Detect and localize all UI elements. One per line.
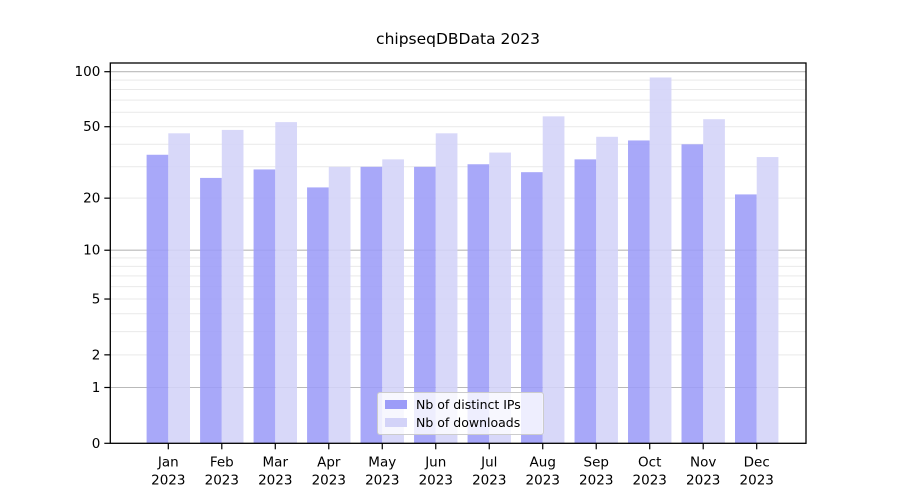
bar-distinct-ips [253,169,276,444]
legend-item-downloads: Nb of downloads [385,415,535,430]
y-tick-label: 5 [92,292,101,308]
legend: Nb of distinct IPs Nb of downloads [377,392,544,435]
x-tick-label: Oct 2023 [633,454,667,488]
bar-downloads [489,152,511,444]
x-tick-label: Jun 2023 [419,454,453,488]
x-tick-label: May 2023 [365,454,399,488]
bar-distinct-ips [628,140,650,444]
bar-distinct-ips [146,154,169,444]
legend-swatch-downloads [385,418,407,427]
y-tick-label: 20 [83,191,100,207]
bar-downloads [435,133,458,444]
bar-downloads [756,157,779,444]
x-tick-label: Apr 2023 [312,454,346,488]
bar-distinct-ips [521,172,543,444]
bar-downloads [221,129,244,444]
bar-downloads [542,116,565,444]
x-tick-label: Sep 2023 [579,454,613,488]
bar-downloads [328,166,351,444]
bar-distinct-ips [681,144,704,444]
x-tick-label: Feb 2023 [205,454,239,488]
bar-distinct-ips [307,187,329,444]
plot-border [109,62,807,444]
y-tick-label: 10 [83,243,100,259]
y-tick-label: 0 [92,436,101,452]
bar-distinct-ips [360,166,383,444]
bar-distinct-ips [200,177,222,444]
bar-distinct-ips [735,194,757,444]
bar-distinct-ips [574,159,597,444]
y-tick-label: 100 [75,64,101,80]
legend-swatch-distinct-ips [385,400,407,409]
bar-downloads [649,77,672,444]
x-tick-label: Dec 2023 [740,454,774,488]
bar-downloads [168,133,190,444]
bar-distinct-ips [414,166,436,444]
bar-downloads [275,122,297,444]
bar-downloads [703,119,725,444]
x-tick-label: Jul 2023 [472,454,506,488]
y-tick-label: 1 [92,380,101,396]
y-tick-label: 2 [92,347,101,363]
x-tick-label: Nov 2023 [686,454,720,488]
legend-label-distinct-ips: Nb of distinct IPs [416,397,521,412]
y-tick-label: 50 [83,119,100,135]
x-tick-label: Aug 2023 [526,454,560,488]
bar-downloads [382,159,404,444]
legend-label-downloads: Nb of downloads [416,415,521,430]
x-tick-label: Mar 2023 [258,454,292,488]
bar-downloads [596,136,618,444]
chart-title: chipseqDBData 2023 [376,30,540,48]
bar-distinct-ips [467,164,490,444]
legend-item-distinct-ips: Nb of distinct IPs [385,397,535,412]
x-tick-label: Jan 2023 [151,454,185,488]
